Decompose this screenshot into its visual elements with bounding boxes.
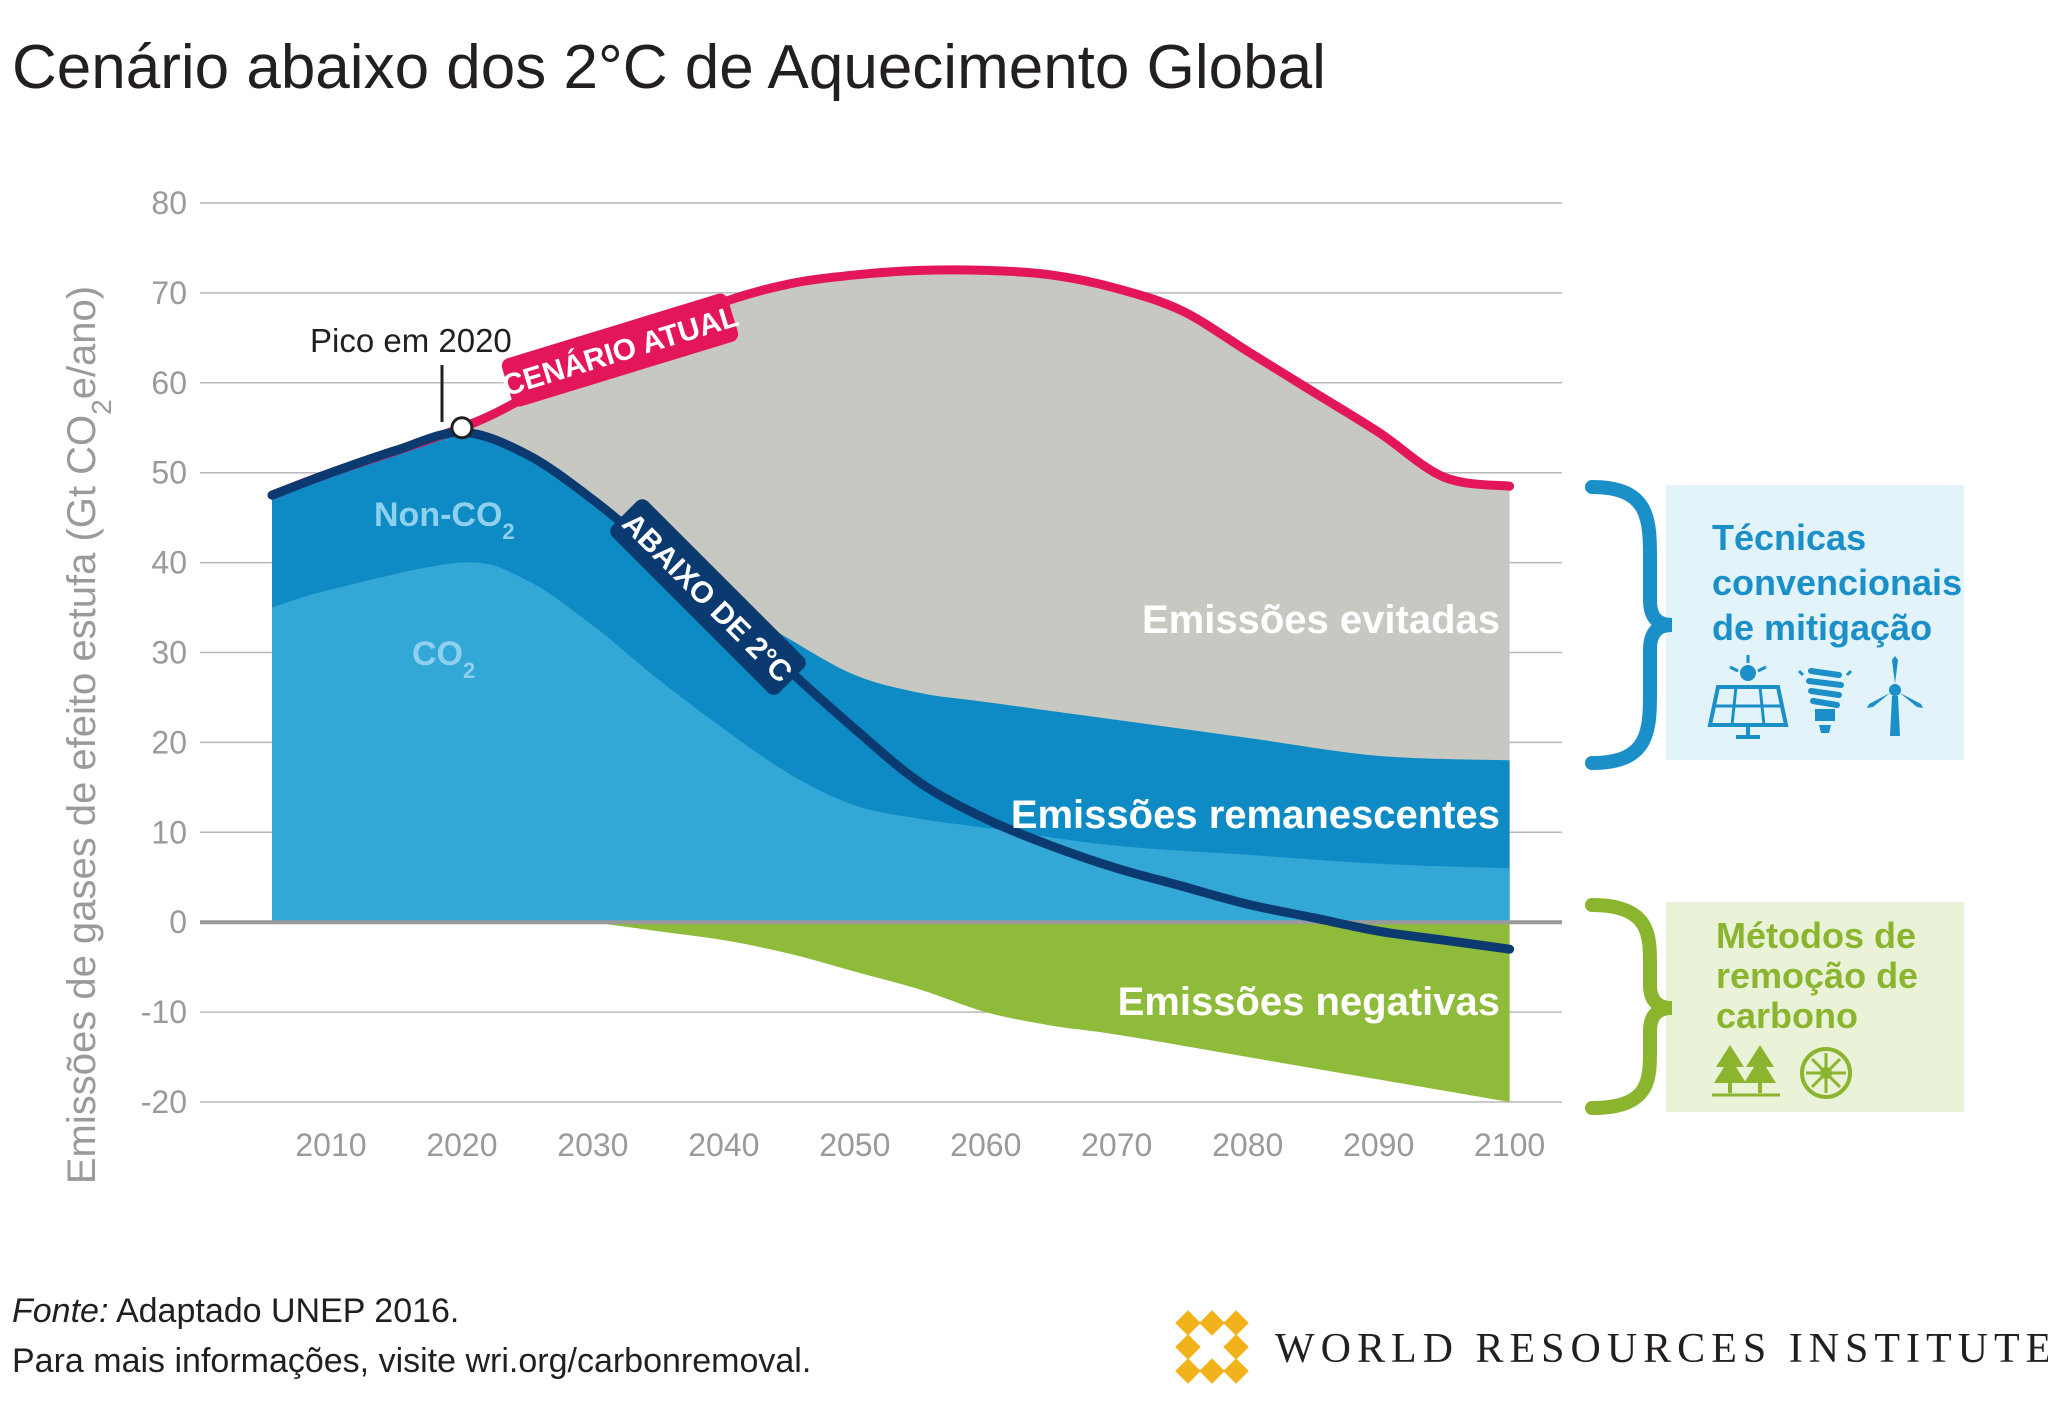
x-tick-label: 2020 [426, 1127, 497, 1163]
y-tick-label: 10 [151, 814, 187, 850]
x-tick-label: 2080 [1212, 1127, 1283, 1163]
y-tick-label: 30 [151, 635, 187, 671]
mitigation-line-2: convencionais [1712, 562, 1962, 603]
removal-brace [1585, 898, 1673, 1115]
chart-title: Cenário abaixo dos 2°C de Aquecimento Gl… [12, 33, 1326, 102]
x-tick-label: 2010 [295, 1127, 366, 1163]
y-tick-label: -10 [141, 994, 187, 1030]
x-tick-label: 2100 [1474, 1127, 1545, 1163]
removal-panel: Métodos de remoção de carbono [1585, 898, 1964, 1115]
peak-annotation: Pico em 2020 [310, 322, 512, 359]
source-line: Fonte: Adaptado UNEP 2016. [12, 1292, 459, 1330]
y-tick-label: 80 [151, 185, 187, 221]
non-co2-label: Non-CO2 [374, 496, 515, 544]
source-text: Adaptado UNEP 2016. [108, 1292, 459, 1330]
x-tick-label: 2040 [688, 1127, 759, 1163]
org-name: WORLD RESOURCES INSTITUTE [1275, 1326, 2048, 1372]
mitigation-brace [1585, 480, 1673, 770]
co2-label: CO2 [412, 635, 475, 683]
x-tick-label: 2070 [1081, 1127, 1152, 1163]
trees-icon [1712, 1045, 1780, 1097]
negative-emissions-area [592, 922, 1510, 1102]
y-tick-labels: 80 70 60 50 40 30 20 10 0 -10 -20 [141, 185, 187, 1120]
removal-line-3: carbono [1716, 995, 1858, 1036]
source-label: Fonte: [12, 1292, 108, 1330]
bioenergy-icon [1800, 1047, 1852, 1099]
light-bulb-icon [1797, 668, 1853, 733]
below-2c-line [267, 427, 1515, 954]
wri-logo-icon [1175, 1310, 1249, 1384]
y-tick-label: 60 [151, 365, 187, 401]
mitigation-line-3: de mitigação [1712, 607, 1932, 648]
x-tick-label: 2050 [819, 1127, 890, 1163]
co2-area [272, 562, 1510, 923]
x-tick-label: 2030 [557, 1127, 628, 1163]
y-tick-label: 20 [151, 724, 187, 760]
mitigation-panel: Técnicas convencionais de mitigação [1585, 480, 1964, 770]
y-axis-label: Emissões de gases de efeito estufa (Gt C… [60, 286, 117, 1184]
y-tick-label: 50 [151, 455, 187, 491]
more-info-text: Para mais informações, visite wri.org/ca… [12, 1342, 811, 1380]
avoided-emissions-label: Emissões evitadas [1142, 598, 1500, 642]
wind-turbine-icon [1867, 656, 1923, 736]
removal-line-1: Métodos de [1716, 915, 1916, 956]
removal-line-2: remoção de [1716, 955, 1918, 996]
y-axis-label-subscript: 2 [86, 399, 117, 415]
peak-marker [450, 416, 474, 440]
mitigation-line-1: Técnicas [1712, 517, 1866, 558]
y-axis-label-suffix: e/ano) [60, 286, 104, 399]
y-tick-label: -20 [141, 1084, 187, 1120]
x-tick-label: 2060 [950, 1127, 1021, 1163]
solar-panel-icon [1707, 655, 1789, 739]
removal-panel-bg [1666, 902, 1964, 1112]
remaining-emissions-label: Emissões remanescentes [1011, 793, 1500, 837]
y-tick-label: 70 [151, 275, 187, 311]
negative-emissions-label: Emissões negativas [1118, 980, 1500, 1024]
x-tick-label: 2090 [1343, 1127, 1414, 1163]
x-tick-labels: 2010 2020 2030 2040 2050 2060 2070 2080 2090 2100 [295, 1127, 1545, 1163]
y-tick-label: 40 [151, 545, 187, 581]
y-axis-label-prefix: Emissões de gases de efeito estufa (Gt C… [60, 415, 104, 1184]
y-tick-label: 0 [169, 904, 187, 940]
